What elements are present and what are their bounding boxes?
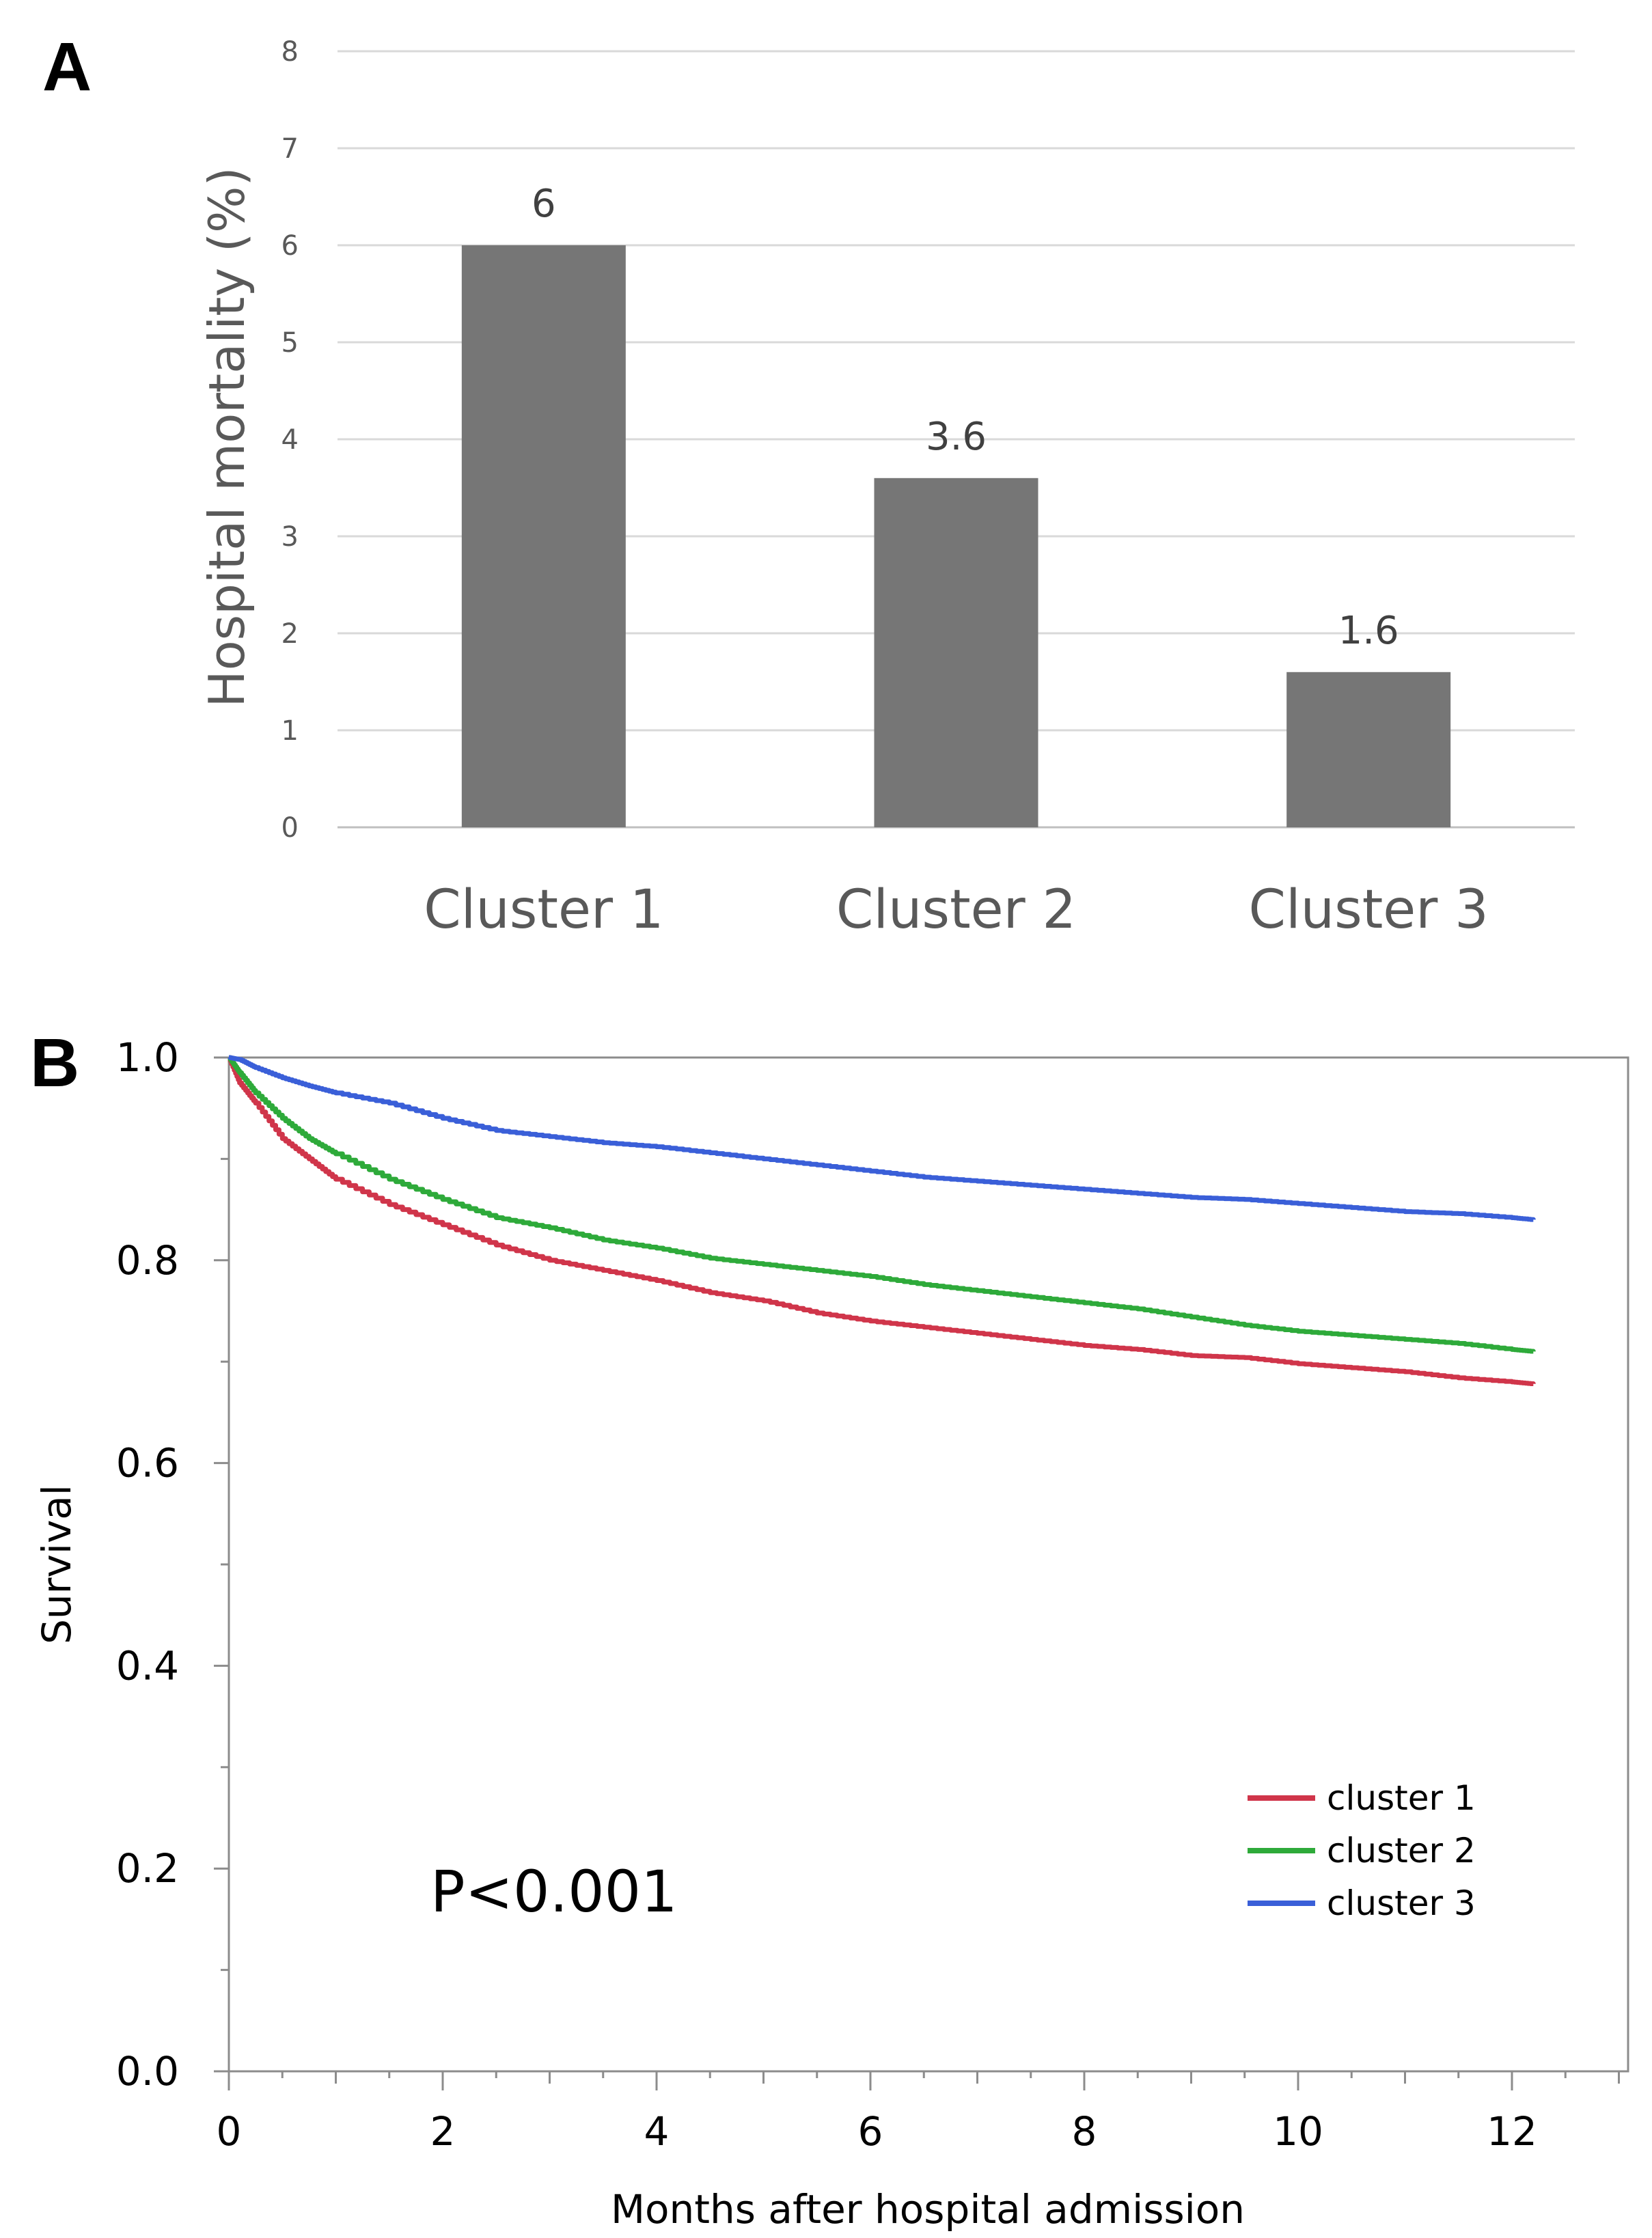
panel-b-y-tick-label: 0.2: [116, 1845, 179, 1892]
panel-b-x-tick-label: 0: [217, 2108, 242, 2155]
panel-a-data-label: 3.6: [926, 415, 987, 459]
survival-curve-cluster-1: [228, 1055, 1536, 1386]
panel-a-y-tick-label: 4: [281, 424, 299, 456]
panel-b-x-ticks: 0 2 4 6 8 10 12: [217, 2071, 1620, 2155]
panel-b-y-tick-label: 1.0: [116, 1034, 179, 1081]
panel-b-x-tick-label: 6: [858, 2108, 883, 2155]
panel-a-y-tick-label: 1: [281, 715, 299, 747]
panel-a-data-label: 1.6: [1338, 609, 1399, 653]
panel-a-y-tick-label: 0: [281, 812, 299, 844]
panel-a-category-label: Cluster 1: [424, 879, 663, 941]
panel-b-legend: cluster 1 cluster 2 cluster 3: [1248, 1778, 1476, 1923]
panel-b-letter: B: [30, 1025, 79, 1101]
panel-a-categories: Cluster 1 Cluster 2 Cluster 3: [424, 879, 1489, 941]
panel-b-x-tick-label: 12: [1487, 2108, 1537, 2155]
panel-b-x-tick-label: 2: [430, 2108, 456, 2155]
p-value-annotation: P<0.001: [430, 1858, 678, 1925]
panel-a-y-ticks: 0 1 2 3 4 5 6 7 8: [281, 36, 299, 844]
panel-b-survival-curves: [228, 1055, 1536, 1386]
panel-b-y-tick-label: 0.0: [116, 2048, 179, 2095]
panel-a-y-tick-label: 7: [281, 133, 299, 165]
panel-a-y-tick-label: 2: [281, 618, 299, 650]
panel-a-y-tick-label: 5: [281, 327, 299, 359]
panel-a-category-label: Cluster 2: [836, 879, 1076, 941]
panel-b-y-tick-label: 0.8: [116, 1237, 179, 1284]
panel-a-y-tick-label: 3: [281, 521, 299, 553]
panel-b-y-ticks: 0.0 0.2 0.4 0.6 0.8 1.0: [116, 1034, 229, 2095]
survival-curve-cluster-3: [228, 1055, 1536, 1222]
panel-b-y-axis-label: Survival: [33, 1484, 80, 1644]
panel-a-data-label: 6: [532, 182, 556, 226]
legend-label: cluster 3: [1327, 1883, 1476, 1923]
legend-label: cluster 1: [1327, 1778, 1476, 1818]
panel-a-bar: [874, 478, 1038, 827]
panel-a-y-axis-label: Hospital mortality (%): [198, 167, 256, 707]
panel-a-category-label: Cluster 3: [1249, 879, 1489, 941]
legend-label: cluster 2: [1327, 1831, 1476, 1870]
panel-a-bar: [1286, 672, 1451, 827]
panel-a-letter: A: [42, 29, 92, 105]
panel-b-y-tick-label: 0.6: [116, 1440, 179, 1487]
panel-b-y-tick-label: 0.4: [116, 1642, 179, 1689]
panel-b-x-tick-label: 8: [1072, 2108, 1097, 2155]
panel-a-y-tick-label: 8: [281, 36, 299, 68]
panel-b-x-tick-label: 4: [644, 2108, 670, 2155]
panel-a-data-labels: 6 3.6 1.6: [532, 182, 1399, 653]
panel-a-bars: [461, 245, 1451, 827]
panel-b-survival-chart: 0.0 0.2 0.4 0.6 0.8 1.0 0 2 4 6 8 10 12 Months afte…: [33, 1034, 1629, 2233]
survival-curve-cluster-2: [228, 1055, 1536, 1354]
panel-a-y-tick-label: 6: [281, 230, 299, 262]
panel-b-x-axis-label: Months after hospital admission: [611, 2186, 1245, 2233]
panel-b-x-tick-label: 10: [1273, 2108, 1323, 2155]
panel-a-bar: [461, 245, 626, 827]
